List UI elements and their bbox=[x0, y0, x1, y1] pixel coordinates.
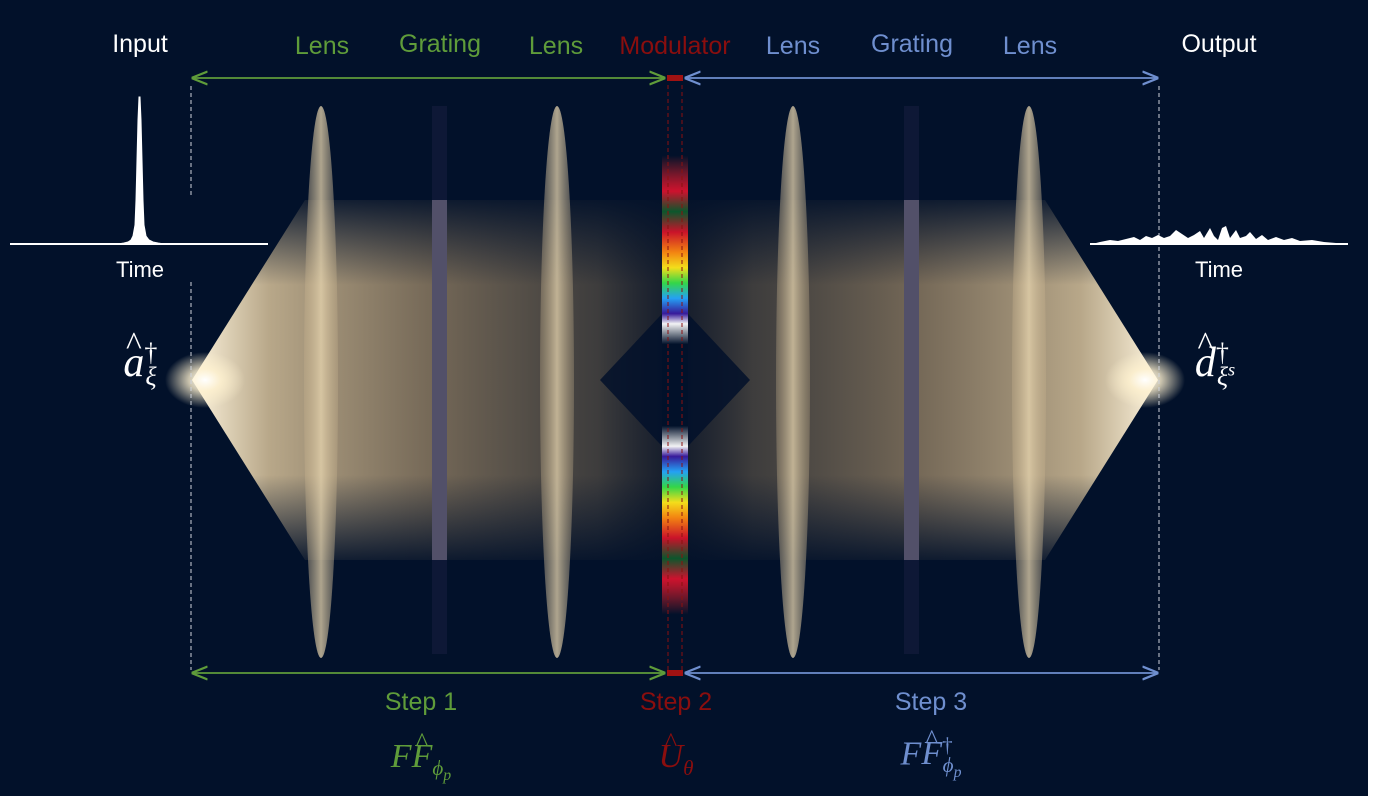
step-1-op-sub: ϕ bbox=[432, 755, 444, 780]
step-3-op-b: F bbox=[921, 737, 942, 771]
step-3-label: Step 3 bbox=[894, 688, 968, 716]
input-focus-glow bbox=[165, 352, 245, 408]
input-operator-base: a bbox=[123, 342, 144, 384]
output-operator: d†ξs bbox=[1195, 338, 1236, 392]
lens-3-label: Lens bbox=[765, 32, 821, 60]
top-modulator-marker bbox=[667, 75, 683, 81]
step-2-operator: Uθ bbox=[659, 740, 694, 779]
grating-2-label: Grating bbox=[871, 30, 953, 58]
modulator-spectrum bbox=[662, 85, 688, 670]
lens-3 bbox=[776, 106, 810, 658]
grating-1-label: Grating bbox=[399, 30, 481, 58]
step-1-label: Step 1 bbox=[384, 688, 458, 716]
step-3-operator: FF†ϕp bbox=[900, 733, 962, 782]
input-time-label: Time bbox=[115, 257, 165, 282]
output-label: Output bbox=[1181, 30, 1257, 58]
lens-2-label: Lens bbox=[528, 32, 584, 60]
input-operator: a†ξ bbox=[123, 338, 158, 392]
step-2-label: Step 2 bbox=[639, 688, 713, 716]
step-3-op-dagger: † bbox=[942, 733, 953, 757]
step-3-op-sub: ϕ bbox=[942, 753, 954, 778]
lens-2 bbox=[540, 106, 574, 658]
input-label: Input bbox=[112, 30, 168, 58]
output-operator-base: d bbox=[1195, 342, 1216, 384]
input-operator-dagger: † bbox=[144, 338, 158, 367]
output-operator-subscript-sup: s bbox=[1228, 359, 1236, 380]
step-1-operator: FFϕp bbox=[391, 740, 451, 784]
step-2-op-sub: θ bbox=[683, 755, 694, 780]
output-operator-subscript: ξ bbox=[1216, 362, 1229, 392]
step-1-op-a: F bbox=[390, 738, 412, 775]
output-focus-glow bbox=[1105, 352, 1185, 408]
lens-4-label: Lens bbox=[1002, 32, 1058, 60]
step-1-op-b: F bbox=[412, 740, 433, 774]
step-3-op-subsub: p bbox=[953, 764, 962, 782]
output-time-label: Time bbox=[1194, 257, 1244, 282]
step-3-op-a: F bbox=[900, 735, 922, 773]
lens-1-label: Lens bbox=[294, 32, 350, 60]
output-operator-dagger: † bbox=[1215, 338, 1229, 367]
bottom-modulator-marker bbox=[667, 670, 683, 676]
output-pulse-plot bbox=[1090, 226, 1348, 245]
input-pulse-plot bbox=[10, 96, 268, 245]
step-2-op: U bbox=[659, 740, 684, 774]
modulator-label: Modulator bbox=[619, 32, 731, 60]
input-operator-subscript: ξ bbox=[145, 362, 157, 392]
lens-1 bbox=[304, 106, 338, 658]
step-1-op-subsub: p bbox=[443, 767, 452, 784]
lens-4 bbox=[1012, 106, 1046, 658]
